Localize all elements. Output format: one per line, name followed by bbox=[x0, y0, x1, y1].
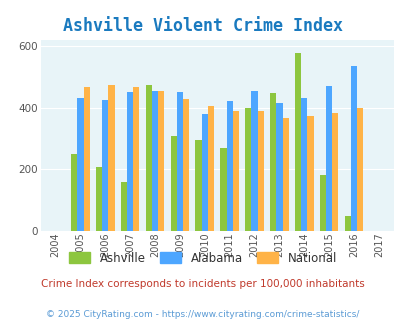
Bar bbox=[77, 98, 83, 231]
Bar bbox=[176, 92, 183, 231]
Bar bbox=[71, 154, 77, 231]
Legend: Ashville, Alabama, National: Ashville, Alabama, National bbox=[64, 247, 341, 269]
Bar bbox=[257, 111, 263, 231]
Bar bbox=[83, 86, 90, 231]
Bar bbox=[319, 176, 325, 231]
Bar bbox=[294, 52, 301, 231]
Bar bbox=[121, 182, 127, 231]
Bar bbox=[350, 66, 356, 231]
Bar bbox=[356, 108, 362, 231]
Bar bbox=[183, 99, 189, 231]
Text: © 2025 CityRating.com - https://www.cityrating.com/crime-statistics/: © 2025 CityRating.com - https://www.city… bbox=[46, 310, 359, 319]
Text: Ashville Violent Crime Index: Ashville Violent Crime Index bbox=[63, 17, 342, 35]
Bar bbox=[145, 85, 151, 231]
Bar bbox=[251, 91, 257, 231]
Bar bbox=[276, 103, 282, 231]
Bar bbox=[226, 101, 232, 231]
Bar bbox=[331, 113, 338, 231]
Bar bbox=[195, 140, 201, 231]
Text: Crime Index corresponds to incidents per 100,000 inhabitants: Crime Index corresponds to incidents per… bbox=[41, 279, 364, 289]
Bar bbox=[207, 106, 213, 231]
Bar bbox=[301, 98, 307, 231]
Bar bbox=[269, 93, 276, 231]
Bar bbox=[108, 85, 114, 231]
Bar bbox=[158, 90, 164, 231]
Bar bbox=[127, 92, 133, 231]
Bar bbox=[151, 91, 158, 231]
Bar bbox=[102, 100, 108, 231]
Bar bbox=[220, 148, 226, 231]
Bar bbox=[96, 167, 102, 231]
Bar bbox=[133, 87, 139, 231]
Bar bbox=[282, 118, 288, 231]
Bar bbox=[232, 111, 239, 231]
Bar bbox=[170, 136, 176, 231]
Bar bbox=[307, 116, 313, 231]
Bar bbox=[325, 86, 331, 231]
Bar bbox=[201, 114, 207, 231]
Bar bbox=[245, 108, 251, 231]
Bar bbox=[344, 215, 350, 231]
